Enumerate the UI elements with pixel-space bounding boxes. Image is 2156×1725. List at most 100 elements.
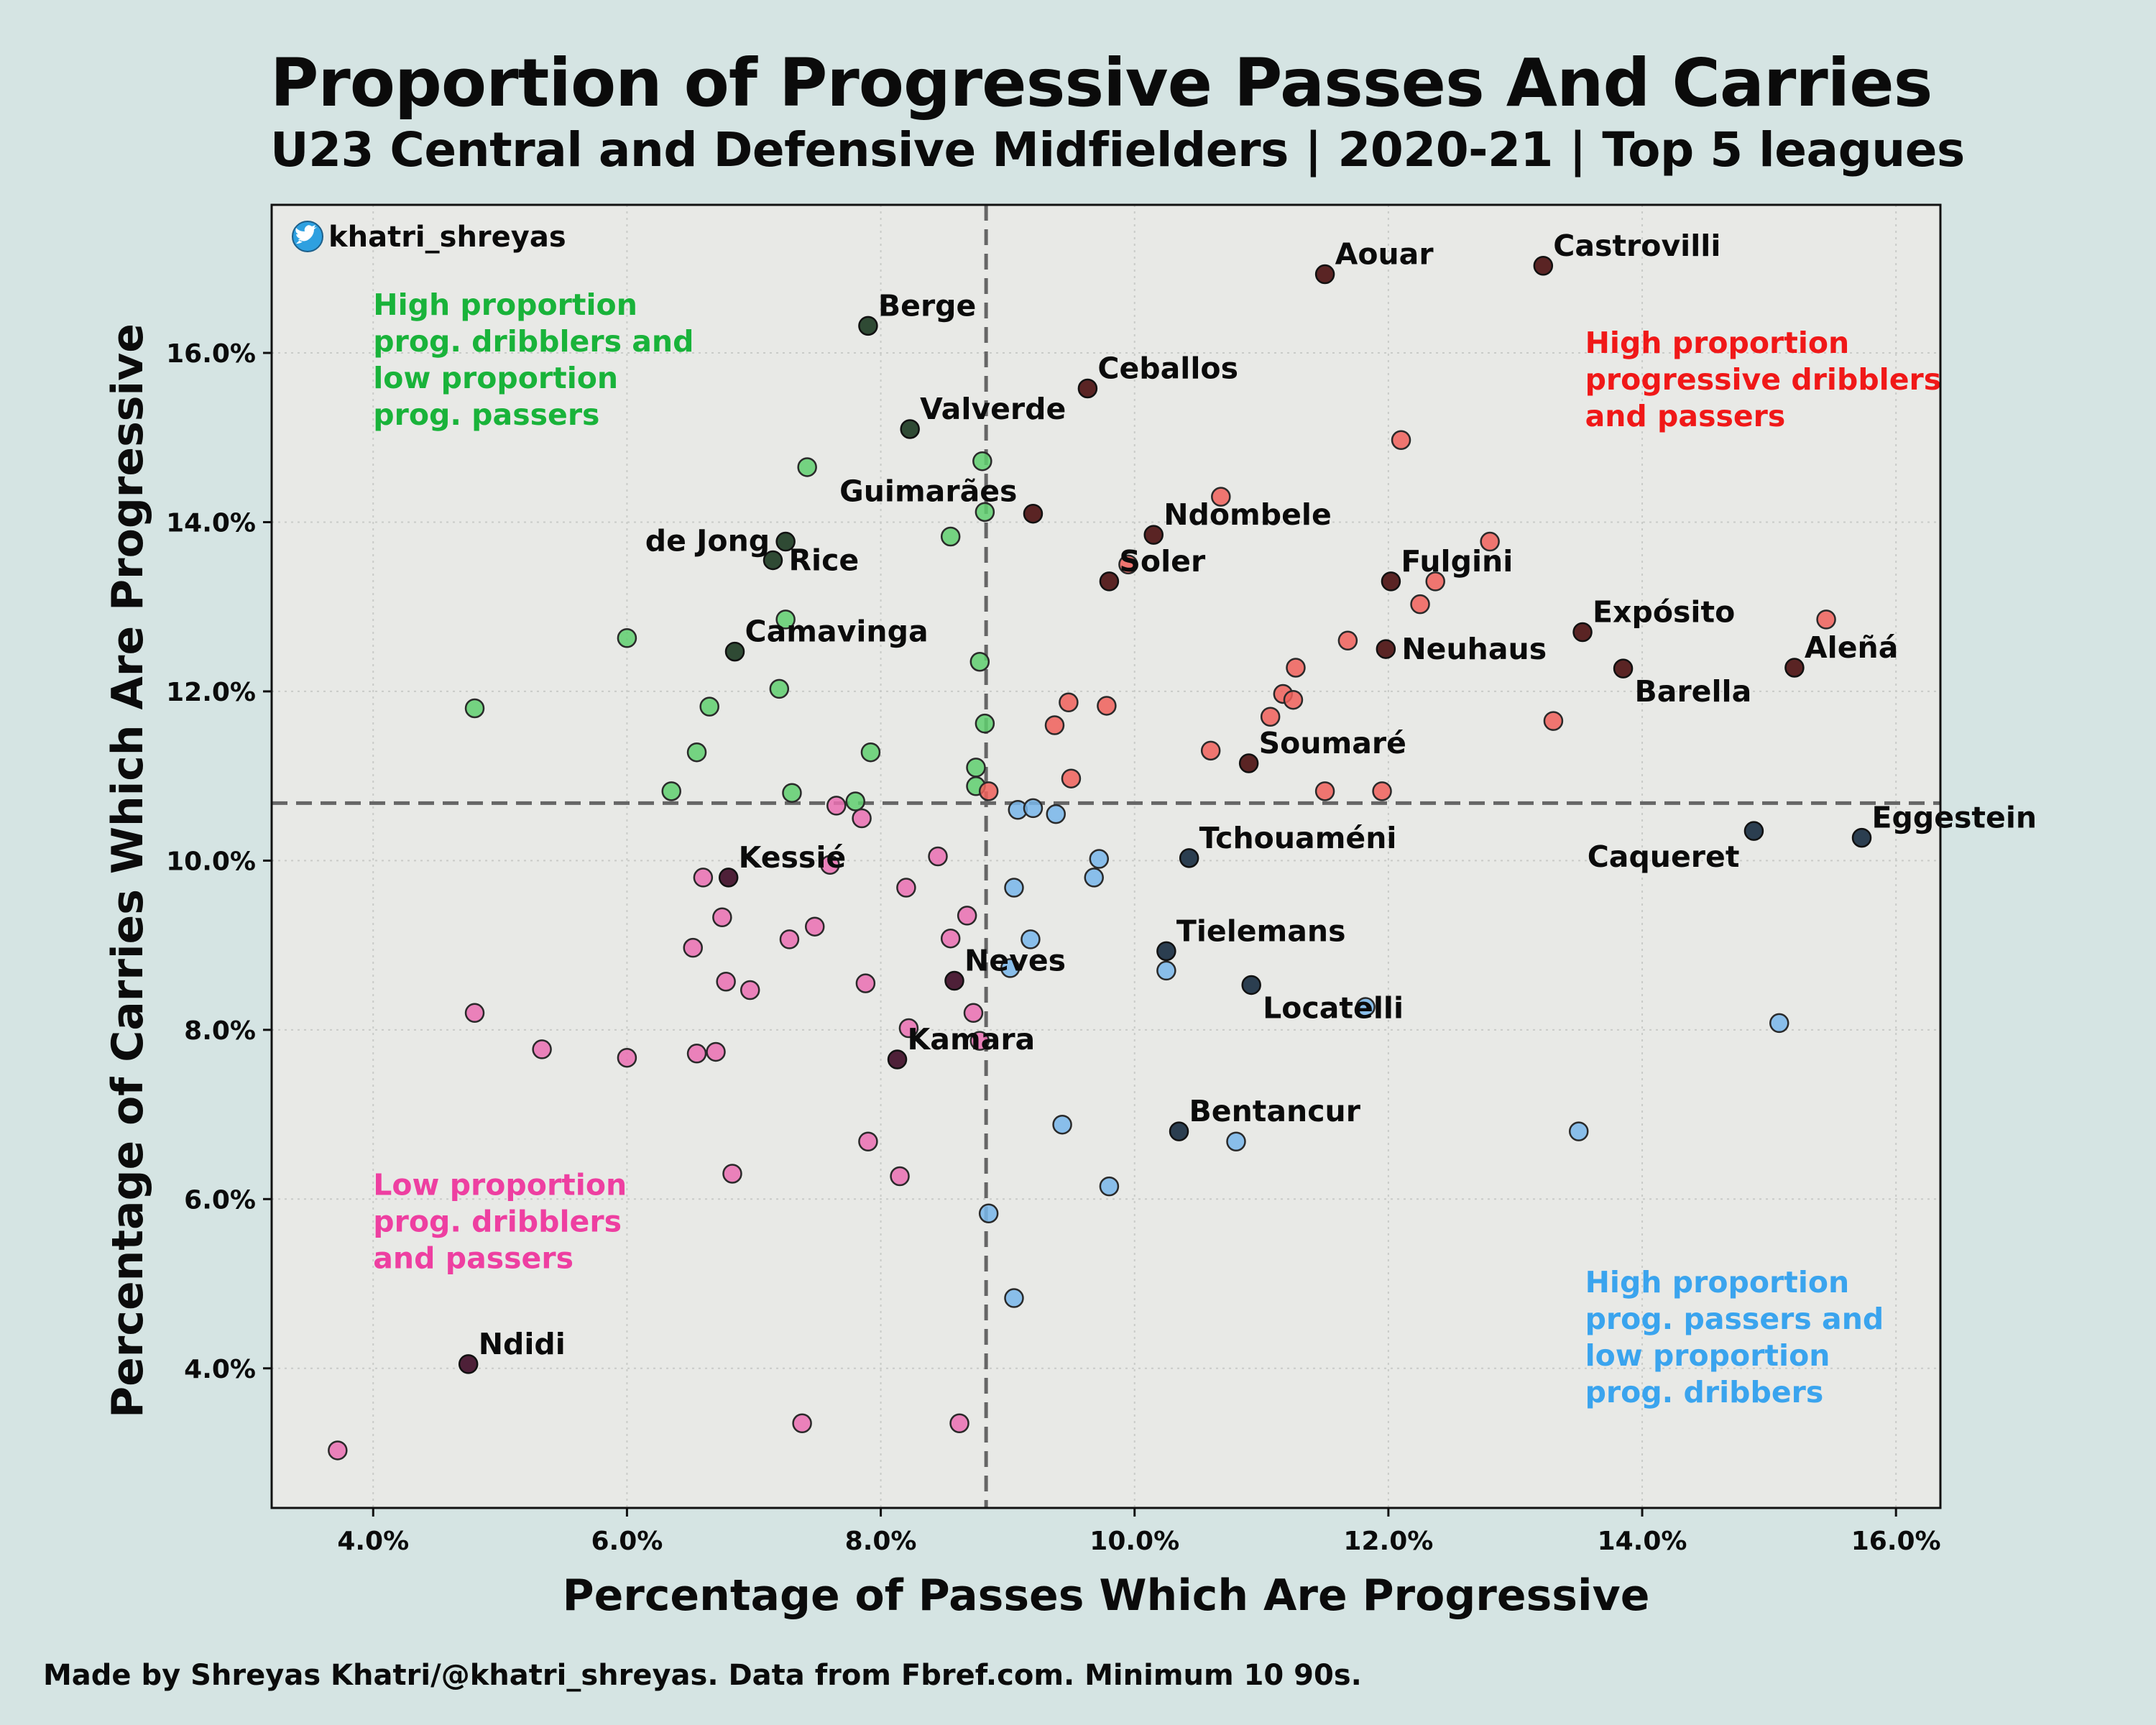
highlight-point-ale- bbox=[1784, 658, 1805, 678]
pink-point bbox=[686, 1044, 707, 1064]
blue-point bbox=[1769, 1013, 1789, 1034]
green-point bbox=[661, 781, 681, 801]
quadrant-label-pink: Low proportion prog. dribblers and passers bbox=[373, 1167, 627, 1275]
green-point bbox=[464, 698, 485, 719]
green-point bbox=[975, 502, 995, 523]
pink-point bbox=[852, 808, 872, 829]
red-point bbox=[1816, 610, 1836, 630]
pink-point bbox=[706, 1041, 726, 1062]
blue-point bbox=[1023, 798, 1044, 819]
player-label: Neves bbox=[964, 944, 1066, 978]
player-label: Aouar bbox=[1335, 237, 1434, 272]
highlight-point-eggestein bbox=[1851, 827, 1872, 848]
axis-ticks: 4.0% 6.0% 8.0% 10.0% 12.0% 14.0% 16.0% 4.0% 6.0%… bbox=[166, 339, 1941, 1556]
green-point bbox=[972, 451, 992, 472]
quadrant-label-line: and passers bbox=[373, 1241, 573, 1275]
highlight-point-soumar- bbox=[1238, 753, 1259, 773]
highlight-point-kessi- bbox=[718, 868, 739, 888]
player-label: Tielemans bbox=[1176, 914, 1346, 948]
player-label: Fulgini bbox=[1401, 544, 1513, 579]
red-point bbox=[1200, 740, 1221, 761]
green-point bbox=[845, 791, 866, 811]
footer-credit: Made by Shreyas Khatri/@khatri_shreyas. … bbox=[43, 1659, 1362, 1692]
red-point bbox=[978, 781, 999, 801]
player-label: de Jong bbox=[645, 524, 770, 558]
highlight-point-guimar-es bbox=[1023, 503, 1044, 524]
player-label: Kessié bbox=[739, 840, 847, 875]
green-point bbox=[860, 742, 881, 763]
blue-point bbox=[1226, 1131, 1246, 1151]
player-label: Valverde bbox=[920, 392, 1066, 426]
quadrant-labels: High proportion prog. dribblers and low pr… bbox=[373, 288, 1941, 1409]
green-point bbox=[775, 610, 796, 630]
quadrant-label-line: progressive dribblers bbox=[1585, 362, 1942, 397]
blue-point bbox=[1156, 960, 1176, 981]
red-point bbox=[1391, 430, 1411, 451]
blue-point bbox=[1000, 958, 1021, 978]
highlight-point-tielemans bbox=[1156, 941, 1176, 962]
x-axis-label: Percentage of Passes Which Are Progressi… bbox=[563, 1570, 1650, 1621]
green-point bbox=[975, 713, 995, 734]
highlight-point-berge bbox=[858, 316, 878, 336]
quadrant-label-line: High proportion bbox=[373, 288, 637, 322]
red-point bbox=[1059, 692, 1079, 712]
player-label: Barella bbox=[1635, 674, 1752, 709]
highlight-point-de-jong bbox=[775, 531, 796, 552]
highlight-point-aouar bbox=[1314, 264, 1335, 285]
blue-point bbox=[978, 1203, 999, 1224]
blue-point bbox=[1355, 997, 1376, 1017]
x-tick-label: 4.0% bbox=[337, 1527, 409, 1556]
player-label: Kamara bbox=[908, 1022, 1036, 1057]
quadrant-label-line: prog. passers bbox=[373, 397, 599, 432]
x-tick-label: 8.0% bbox=[845, 1527, 917, 1556]
player-label: Rice bbox=[788, 543, 859, 577]
player-label: Castrovilli bbox=[1553, 229, 1720, 263]
blue-point bbox=[1021, 929, 1041, 949]
highlight-point-tchouam-ni bbox=[1179, 848, 1199, 868]
twitter-bird-glyph bbox=[295, 225, 317, 244]
highlight-point-castrovilli bbox=[1533, 256, 1554, 276]
x-tick-label: 10.0% bbox=[1089, 1527, 1179, 1556]
highlight-point-soler bbox=[1099, 571, 1120, 592]
highlight-point-camavinga bbox=[724, 641, 745, 662]
player-label: Ndombele bbox=[1164, 497, 1332, 532]
red-point bbox=[1543, 711, 1564, 731]
player-labels: Aouar Castrovilli Berge Ceballos Valverde Gui… bbox=[479, 229, 2037, 1361]
pink-point bbox=[683, 937, 703, 958]
pink-point bbox=[898, 1018, 919, 1039]
quadrant-label-line: prog. dribblers and bbox=[373, 324, 694, 359]
quadrant-label-green: High proportion prog. dribblers and low pr… bbox=[373, 288, 694, 432]
pink-point bbox=[890, 1166, 910, 1187]
y-tick-label: 10.0% bbox=[166, 847, 256, 876]
highlight-point-caqueret bbox=[1743, 821, 1764, 841]
highlight-point-barella bbox=[1613, 658, 1634, 678]
blue-point bbox=[1052, 1114, 1072, 1135]
blue-point bbox=[1099, 1176, 1120, 1197]
quadrant-label-line: prog. passers and bbox=[1585, 1302, 1884, 1336]
red-point bbox=[1118, 554, 1138, 575]
pink-point bbox=[896, 878, 916, 898]
quadrant-label-line: low proportion bbox=[1585, 1338, 1830, 1373]
highlight-point-exp-sito bbox=[1572, 622, 1593, 643]
pink-point bbox=[617, 1047, 637, 1068]
highlight-point-rice bbox=[763, 550, 783, 571]
red-point bbox=[1044, 715, 1065, 735]
x-tick-label: 6.0% bbox=[591, 1527, 663, 1556]
blue-point bbox=[1046, 804, 1067, 824]
player-label: Soler bbox=[1119, 544, 1206, 579]
y-tick-label: 8.0% bbox=[184, 1016, 256, 1046]
y-tick-label: 12.0% bbox=[166, 678, 256, 707]
player-label: Ceballos bbox=[1097, 351, 1238, 385]
blue-point bbox=[1004, 878, 1024, 898]
chart-title: Proportion of Progressive Passes And Car… bbox=[270, 45, 1932, 121]
green-point bbox=[699, 696, 719, 717]
data-points bbox=[328, 256, 1872, 1460]
pink-point bbox=[716, 971, 736, 992]
red-point bbox=[1372, 781, 1392, 801]
y-tick-label: 16.0% bbox=[166, 339, 256, 369]
player-label: Aleñá bbox=[1805, 630, 1898, 665]
green-point bbox=[686, 742, 707, 763]
y-axis-label: Percentage of Carries Which Are Progress… bbox=[103, 323, 153, 1418]
pink-point bbox=[820, 855, 840, 875]
